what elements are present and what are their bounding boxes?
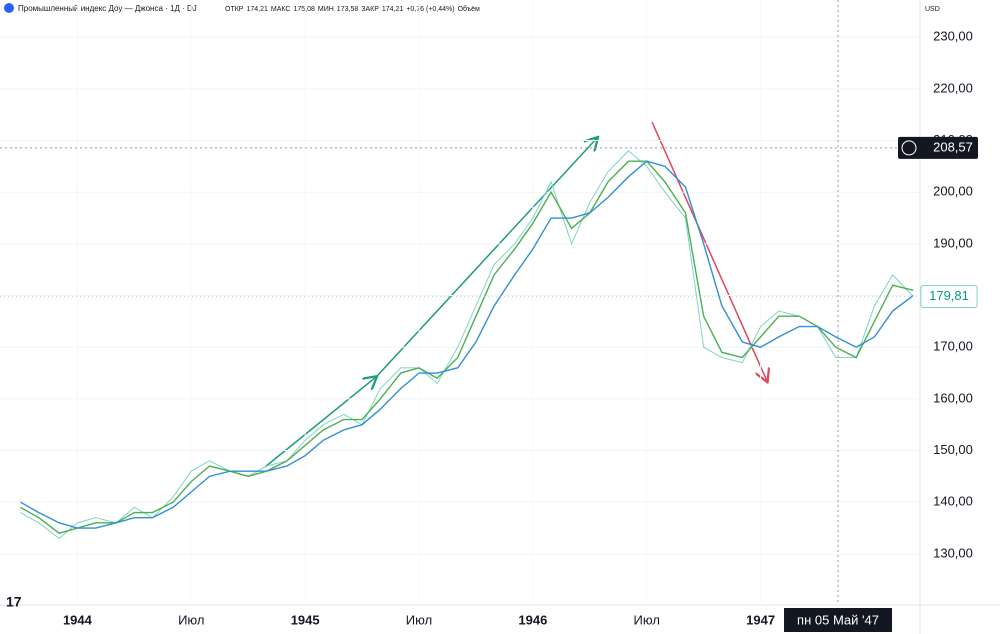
x-tick-label: 1945 [291,612,320,627]
x-tick-label: 1944 [63,612,93,627]
ohlc-item: ЗАКР [361,6,379,13]
add-button[interactable] [901,140,917,156]
ohlc-item: Объём [458,5,480,13]
y-tick-label: 140,00 [933,494,973,509]
y-tick-label: 160,00 [933,390,973,405]
y-tick-label: 220,00 [933,80,973,95]
x-tick-label: Июл [406,612,432,627]
last-price-bg [920,285,978,309]
crosshair-price-bg [898,136,978,159]
x-tick-label: 1947 [746,612,775,627]
crosshair-date-label: пн 05 Май '47 [797,612,879,627]
tv-logo: 17 [6,594,22,610]
currency: USD [925,6,940,13]
x-tick-label: Июл [178,612,204,627]
crosshair-date-bg [784,608,893,632]
ohlc-legend: ОТКР 174,21 МАКС 175,08 МИН 173,58 ЗАКР 174,21 +… [225,5,480,13]
series-line [20,160,914,534]
ohlc-item: МИН [318,6,334,13]
trend-arrow [264,377,376,468]
ohlc-item: 175,08 [293,6,315,13]
y-tick-label: 150,00 [933,442,973,457]
y-tick-label: 130,00 [933,545,973,560]
y-tick-label: 230,00 [933,29,973,44]
ohlc-item: +0,76 (+0,44%) [406,6,454,13]
crosshair-price-label: 208,57 [933,139,973,154]
y-tick-label: 170,00 [933,339,973,354]
y-tick-label: 190,00 [933,235,973,250]
x-tick-label: 1946 [518,612,547,627]
symbol-title: Промышленный индекс Доу — Джонса · 1Д · … [18,4,197,13]
trend-arrow [377,138,597,376]
trend-arrow [651,121,767,381]
x-tick-label: Июл [634,612,660,627]
ohlc-item: 174,21 [382,6,404,13]
ohlc-item: 173,58 [337,6,359,13]
ohlc-item: МАКС [271,6,291,13]
ohlc-item: ОТКР [225,6,244,13]
y-tick-label: 200,00 [933,184,973,199]
last-price-label: 179,81 [929,288,969,303]
series-line [20,160,914,529]
ohlc-item: 174,21 [246,6,268,13]
symbol-icon [4,3,14,13]
series-line [20,150,914,539]
